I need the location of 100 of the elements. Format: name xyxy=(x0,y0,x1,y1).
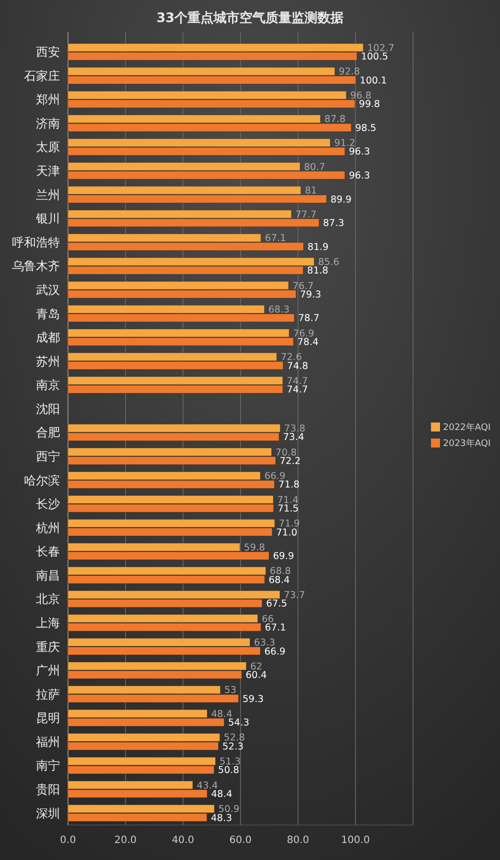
data-label: 59.8 xyxy=(244,542,266,554)
data-label: 69.9 xyxy=(272,551,294,562)
data-label: 73.4 xyxy=(283,432,304,444)
data-label: 73.7 xyxy=(284,590,306,602)
data-label: 67.1 xyxy=(264,233,286,244)
data-label: 66 xyxy=(262,614,274,625)
y-tick-label: 西宁 xyxy=(36,449,60,464)
data-label: 80.7 xyxy=(304,162,326,173)
x-tick-label: 60.0 xyxy=(229,835,252,846)
data-label: 48.4 xyxy=(211,708,232,720)
data-label: 78.4 xyxy=(297,337,319,348)
data-label: 62 xyxy=(250,661,262,672)
data-label: 99.8 xyxy=(358,99,380,110)
y-tick-label: 合肥 xyxy=(36,426,60,440)
data-label: 54.3 xyxy=(228,718,250,729)
data-label: 43.4 xyxy=(196,780,218,792)
y-tick-label: 兰州 xyxy=(36,188,60,202)
data-label: 66.9 xyxy=(264,646,286,658)
data-label: 81.8 xyxy=(307,266,328,277)
data-label: 68.3 xyxy=(268,304,290,316)
y-tick-label: 呼和浩特 xyxy=(12,235,60,250)
data-label: 81 xyxy=(304,186,317,197)
data-label: 76.9 xyxy=(293,328,314,340)
data-label: 96.8 xyxy=(350,90,372,102)
y-tick-label: 乌鲁木齐 xyxy=(12,259,60,274)
data-label: 59.3 xyxy=(242,694,264,705)
data-label: 73.8 xyxy=(284,423,306,434)
y-tick-label: 长沙 xyxy=(36,497,60,512)
data-label: 67.1 xyxy=(264,622,286,634)
data-label: 68.8 xyxy=(270,566,291,578)
data-label: 79.3 xyxy=(300,289,322,300)
data-label: 89.9 xyxy=(330,194,352,206)
y-tick-label: 太原 xyxy=(36,140,60,154)
x-tick-label: 0.0 xyxy=(60,835,76,846)
y-tick-label: 拉萨 xyxy=(36,687,60,702)
x-tick-label: 40.0 xyxy=(172,835,194,846)
data-label: 74.8 xyxy=(287,360,308,372)
data-label: 52.8 xyxy=(224,732,245,744)
y-tick-label: 长春 xyxy=(36,544,60,559)
data-label: 98.5 xyxy=(355,122,376,134)
data-label: 87.8 xyxy=(324,114,346,126)
y-tick-label: 福州 xyxy=(36,734,60,749)
y-tick-label: 石家庄 xyxy=(24,68,60,83)
y-tick-label: 天津 xyxy=(36,164,60,178)
data-label: 102.7 xyxy=(367,42,394,54)
data-label: 85.6 xyxy=(318,256,340,268)
y-tick-label: 济南 xyxy=(36,116,60,130)
y-tick-label: 上海 xyxy=(36,616,60,630)
y-tick-label: 重庆 xyxy=(36,640,60,654)
data-label: 96.3 xyxy=(348,146,370,158)
y-tick-label: 苏州 xyxy=(36,354,60,368)
data-label: 50.8 xyxy=(218,765,240,776)
data-label: 67.5 xyxy=(266,598,288,610)
data-label: 60.4 xyxy=(246,670,267,682)
text: 2023年AQI xyxy=(443,438,491,450)
data-label: 52.3 xyxy=(222,741,244,752)
y-tick-label: 南昌 xyxy=(36,568,60,582)
data-label: 48.3 xyxy=(210,812,232,824)
data-label: 72.2 xyxy=(280,456,301,467)
data-label: 81.9 xyxy=(307,242,329,253)
data-label: 74.7 xyxy=(286,376,308,387)
y-tick-label: 杭州 xyxy=(35,520,60,535)
data-label: 72.6 xyxy=(280,352,302,364)
data-label: 76.7 xyxy=(292,280,314,292)
data-label: 48.4 xyxy=(211,788,232,800)
x-tick-label: 100.0 xyxy=(341,835,370,846)
y-tick-label: 贵阳 xyxy=(36,782,60,797)
y-tick-label: 郑州 xyxy=(36,92,60,107)
y-tick-label: 银川 xyxy=(35,212,60,226)
data-label: 68.4 xyxy=(268,574,290,586)
data-label: 71.0 xyxy=(276,527,298,538)
data-label: 78.7 xyxy=(298,313,320,324)
x-tick-label: 20.0 xyxy=(114,835,137,846)
y-tick-label: 青岛 xyxy=(36,306,60,321)
y-tick-label: 昆明 xyxy=(36,711,60,726)
y-tick-label: 深圳 xyxy=(36,806,60,820)
data-label: 70.8 xyxy=(276,447,297,458)
y-tick-label: 成都 xyxy=(36,330,60,345)
data-label: 92.8 xyxy=(338,66,360,78)
y-tick-label: 广州 xyxy=(36,664,60,678)
data-label: 50.9 xyxy=(218,804,240,816)
y-tick-label: 沈阳 xyxy=(36,402,60,416)
data-label: 96.3 xyxy=(348,170,370,182)
data-label: 100.5 xyxy=(360,52,388,63)
data-label: 53 xyxy=(224,685,236,696)
data-label: 71.8 xyxy=(278,480,300,491)
y-tick-label: 南宁 xyxy=(36,758,60,773)
data-label: 87.3 xyxy=(322,218,344,230)
y-tick-label: 南京 xyxy=(36,378,60,392)
data-label: 71.9 xyxy=(278,518,300,530)
data-label: 74.7 xyxy=(286,384,308,396)
x-tick-label: 80.0 xyxy=(286,835,310,846)
data-label: 77.7 xyxy=(295,209,317,220)
chart-title: 33个重点城市空气质量监测数据 xyxy=(156,10,344,26)
y-tick-label: 西安 xyxy=(36,45,60,60)
data-label: 63.3 xyxy=(254,638,276,649)
y-tick-label: 北京 xyxy=(36,592,60,606)
data-label: 71.4 xyxy=(277,494,298,506)
legend-label: 2022年AQI xyxy=(443,422,491,434)
data-label: 71.5 xyxy=(278,504,299,515)
